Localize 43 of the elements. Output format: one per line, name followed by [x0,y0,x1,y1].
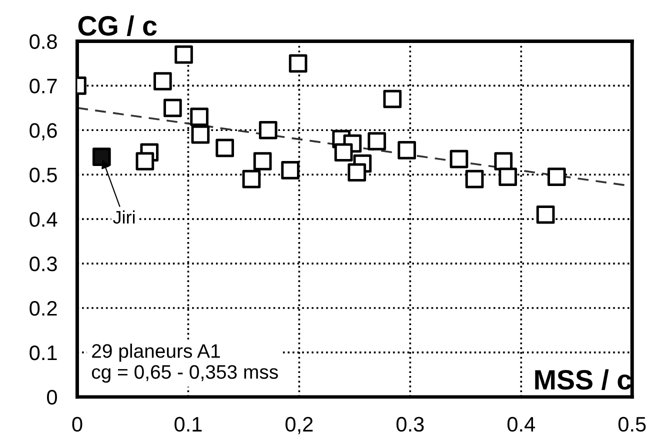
point [494,152,513,170]
x-tick-label: 0 [72,416,82,432]
point [136,152,154,170]
y-tick-label: 0.1 [30,345,57,360]
y-tick-label: 0.4 [30,212,58,227]
point [92,148,111,166]
point [258,120,278,140]
point [191,125,210,144]
point [154,72,172,90]
point [536,205,555,224]
y-tick-label: 0.8 [30,34,57,49]
y-axis-title: CG / c [78,15,157,36]
y-tick-label: 0,6 [30,123,57,140]
x-tick-label: 0.1 [174,416,202,432]
y-tick-label: 0.3 [30,256,57,272]
point [450,150,468,168]
annotation: 29 planeurs A1 cg = 0,65 - 0,353 mss [92,344,278,383]
x-tick-label: 0.5 [618,416,646,432]
point [383,90,402,108]
x-tick-label: 0.4 [507,416,536,432]
point [253,152,272,170]
point [164,98,182,118]
point [334,143,353,162]
y-tick-label: 0.2 [30,301,57,316]
y-tick-label: 0 [47,390,57,405]
point [398,140,416,160]
annotation: Jiri [113,210,135,224]
point [498,168,517,186]
x-tick-label: 0,2 [286,416,313,434]
x-tick-label: 0.3 [396,416,424,432]
point [281,160,300,180]
point [190,108,208,126]
point [174,45,193,64]
point [547,168,566,186]
y-tick-label: 0.7 [30,78,57,94]
point [288,54,308,73]
y-tick-label: 0.5 [30,168,57,182]
point [348,163,366,182]
x-axis-title: MSS / c [535,369,632,390]
point [368,132,386,150]
point [465,170,484,188]
point [242,170,261,188]
point [216,138,234,158]
